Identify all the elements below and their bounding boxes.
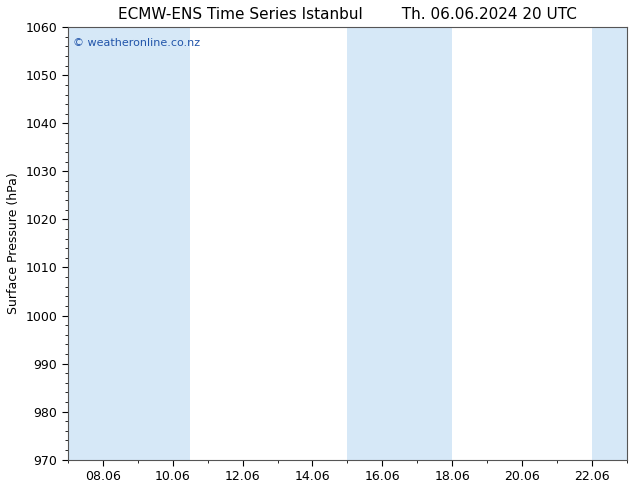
Title: ECMW-ENS Time Series Istanbul        Th. 06.06.2024 20 UTC: ECMW-ENS Time Series Istanbul Th. 06.06.… — [118, 7, 577, 22]
Text: © weatheronline.co.nz: © weatheronline.co.nz — [74, 38, 200, 48]
Bar — [592, 27, 627, 460]
Bar — [417, 27, 452, 460]
Bar — [68, 27, 138, 460]
Bar — [138, 27, 190, 460]
Bar — [347, 27, 417, 460]
Y-axis label: Surface Pressure (hPa): Surface Pressure (hPa) — [7, 172, 20, 314]
